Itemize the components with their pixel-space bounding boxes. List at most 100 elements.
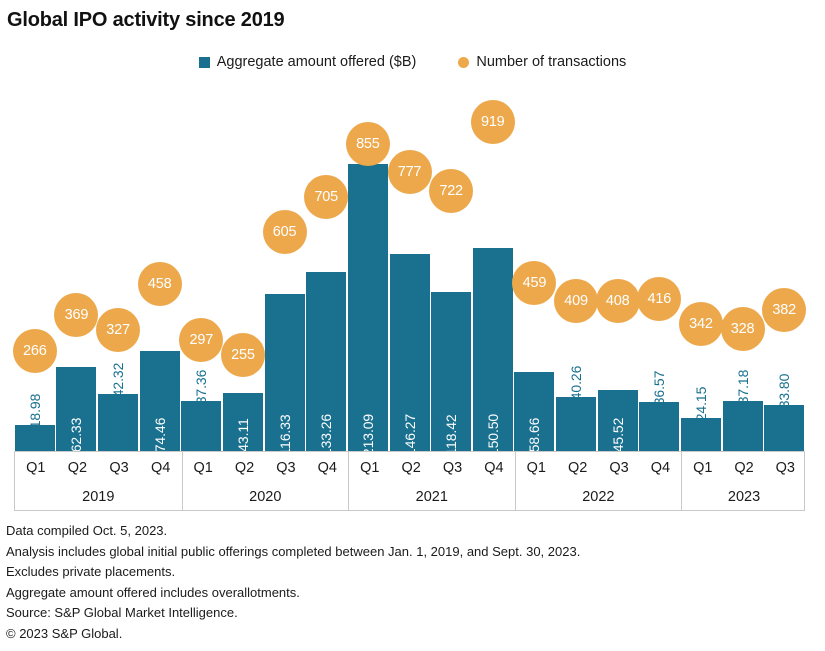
footnote-line-5: Source: S&P Global Market Intelligence. <box>6 605 238 620</box>
axis-tick-2020-Q4: Q4 <box>317 459 337 476</box>
bar-slot: 36.57 <box>639 88 680 451</box>
bar[interactable] <box>56 367 97 451</box>
bar-slot: 116.33 <box>264 88 305 456</box>
transaction-count-bubble[interactable]: 459 <box>512 261 557 306</box>
axis-tick-2020-Q2: Q2 <box>234 459 255 476</box>
bar-value-label: 40.26 <box>568 365 585 401</box>
bar-slot: 62.33 <box>56 88 97 453</box>
bar-slot: 37.36 <box>181 88 222 451</box>
transaction-count-bubble[interactable]: 409 <box>554 278 599 323</box>
bar[interactable] <box>639 401 680 451</box>
bar[interactable] <box>680 418 721 451</box>
bar[interactable] <box>472 248 513 451</box>
axis-quarter-row: Q1 Q2 Q3 <box>682 452 806 483</box>
circle-marker-icon <box>458 56 470 68</box>
axis-tick-2021-Q2: Q2 <box>401 459 421 476</box>
transaction-count-bubble[interactable]: 327 <box>96 307 141 352</box>
axis-quarter-row: Q1 Q2 Q3 Q4 <box>15 452 182 483</box>
bar-value-label: 37.18 <box>734 369 751 405</box>
bar-slot: 150.50 <box>472 88 513 456</box>
transaction-count-bubble[interactable]: 855 <box>345 122 390 167</box>
transaction-count-bubble[interactable]: 722 <box>429 169 474 214</box>
chart-plot-area: 18.98 266 62.33 369 42.32 327 74.46 458 37.36 297… <box>0 88 825 456</box>
bar[interactable] <box>556 396 597 451</box>
axis-year-label-2021: 2021 <box>415 488 448 505</box>
axis-quarter-row: Q1 Q2 Q3 Q4 <box>183 452 349 483</box>
bar[interactable] <box>264 294 305 451</box>
transaction-count-bubble[interactable]: 705 <box>304 175 349 220</box>
x-axis: Q1 Q2 Q3 Q4 2019 Q1 Q2 Q3 Q4 2020 Q1 Q2 Q3 Q4 2021 Q1 Q2… <box>14 451 805 511</box>
bar-slot: 45.52 <box>597 88 638 453</box>
axis-quarter-row: Q1 Q2 Q3 Q4 <box>516 452 682 483</box>
transaction-count-bubble[interactable]: 382 <box>762 288 807 333</box>
axis-tick-2019-Q2: Q2 <box>67 459 88 476</box>
transaction-count-bubble[interactable]: 408 <box>595 279 640 324</box>
axis-year-group-2021: Q1 Q2 Q3 Q4 2021 <box>348 452 515 510</box>
transaction-count-bubble[interactable]: 369 <box>54 292 99 337</box>
bar-value-label: 33.80 <box>776 374 793 409</box>
bar[interactable] <box>764 405 805 451</box>
bar[interactable] <box>514 372 555 451</box>
bar-value-label: 37.36 <box>193 369 210 404</box>
axis-tick-2022-Q1: Q1 <box>526 459 546 476</box>
bar-value-label: 62.33 <box>68 417 85 453</box>
bar[interactable] <box>222 392 263 451</box>
axis-tick-2020-Q3: Q3 <box>276 459 296 476</box>
bar-slot: 18.98 <box>14 88 55 451</box>
axis-tick-2021-Q4: Q4 <box>484 459 504 476</box>
transaction-count-bubble[interactable]: 297 <box>179 318 224 363</box>
footnote-line-3: Excludes private placements. <box>6 564 176 579</box>
bar-slot: 37.18 <box>722 88 763 451</box>
axis-year-group-2023: Q1 Q2 Q3 2023 <box>681 452 806 510</box>
axis-tick-2019-Q4: Q4 <box>151 459 171 476</box>
bar-value-label: 18.98 <box>26 394 43 429</box>
bar-slot: 42.32 <box>98 88 139 451</box>
bar[interactable] <box>347 164 388 451</box>
bar-value-label: 45.52 <box>609 417 626 453</box>
bar-value-label: 24.15 <box>692 387 709 422</box>
axis-tick-2020-Q1: Q1 <box>193 459 213 476</box>
legend-item-aggregate-amount[interactable]: Aggregate amount offered ($B) <box>198 54 417 70</box>
bar[interactable] <box>98 394 139 451</box>
transaction-count-bubble[interactable]: 605 <box>262 210 307 255</box>
axis-quarter-row: Q1 Q2 Q3 Q4 <box>349 452 515 483</box>
footnote-line-6: © 2023 S&P Global. <box>6 625 123 641</box>
transaction-count-bubble[interactable]: 342 <box>678 302 723 347</box>
bar-value-label: 58.66 <box>526 417 543 453</box>
bar-slot: 24.15 <box>680 88 721 451</box>
bar-slot: 33.80 <box>764 88 805 451</box>
bar-value-label: 146.27 <box>401 413 418 457</box>
bar-value-label: 213.09 <box>359 413 376 457</box>
axis-tick-2022-Q2: Q2 <box>567 459 588 476</box>
transaction-count-bubble[interactable]: 255 <box>220 333 265 377</box>
legend-item-number-of-transactions[interactable]: Number of transactions <box>458 54 626 70</box>
bar-slot: 118.42 <box>431 88 472 456</box>
bar-slot: 213.09 <box>347 88 388 456</box>
bar[interactable] <box>14 425 55 451</box>
footnote-line-4: Aggregate amount offered includes overal… <box>6 584 300 600</box>
bar-value-label: 36.57 <box>651 370 668 406</box>
axis-tick-2019-Q1: Q1 <box>26 459 46 476</box>
bar[interactable] <box>597 389 638 451</box>
bar-slot: 43.11 <box>222 88 263 452</box>
transaction-count-bubble[interactable]: 458 <box>137 261 182 306</box>
chart-legend: Aggregate amount offered ($B) Number of … <box>0 54 825 70</box>
legend-label-aggregate-amount: Aggregate amount offered ($B) <box>216 54 417 70</box>
bar-slot: 74.46 <box>139 88 180 452</box>
bar-value-label: 43.11 <box>234 418 251 452</box>
bar[interactable] <box>431 291 472 451</box>
transaction-count-bubble[interactable]: 919 <box>470 100 515 144</box>
axis-year-label-2019: 2019 <box>82 488 115 505</box>
bar[interactable] <box>722 400 763 451</box>
bar[interactable] <box>306 271 347 451</box>
transaction-count-bubble[interactable]: 777 <box>387 149 432 194</box>
axis-year-label-2020: 2020 <box>249 488 282 505</box>
transaction-count-bubble[interactable]: 416 <box>637 276 682 321</box>
axis-tick-2019-Q3: Q3 <box>109 459 129 476</box>
bar[interactable] <box>139 350 180 451</box>
transaction-count-bubble[interactable]: 328 <box>720 307 765 352</box>
transaction-count-bubble[interactable]: 266 <box>12 329 57 374</box>
bar[interactable] <box>181 400 222 451</box>
bar-value-label: 150.50 <box>484 413 501 457</box>
bar[interactable] <box>389 254 430 451</box>
